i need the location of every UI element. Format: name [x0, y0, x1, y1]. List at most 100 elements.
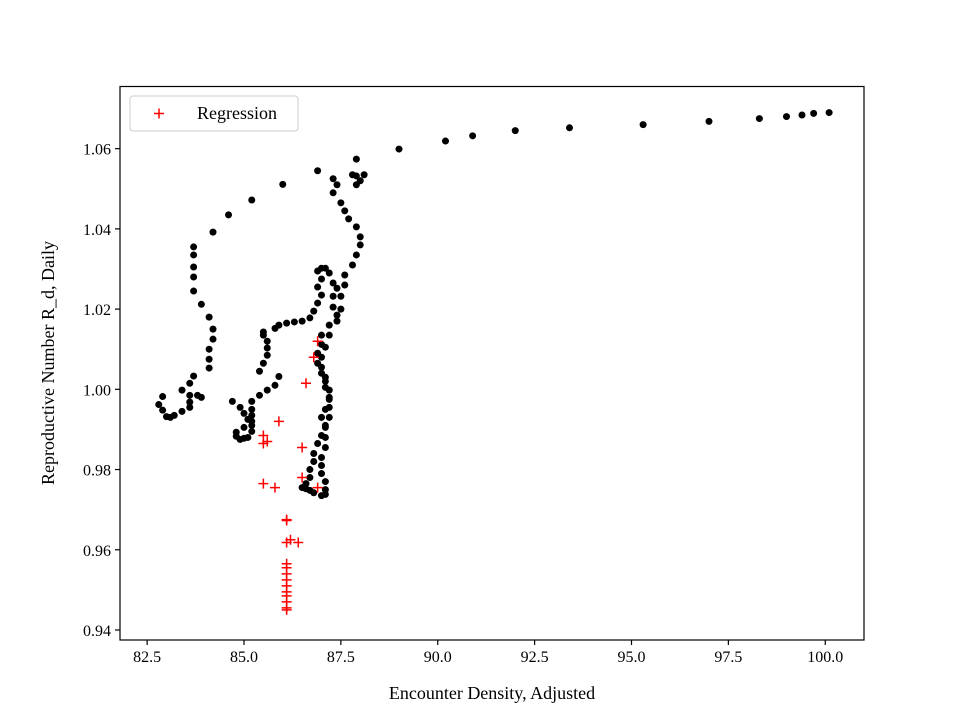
observed-point	[205, 364, 213, 372]
observed-point	[186, 391, 194, 399]
observed-point	[159, 393, 167, 401]
observed-point	[783, 113, 790, 121]
observed-point	[263, 337, 271, 345]
observed-point	[314, 167, 322, 175]
observed-point	[298, 317, 306, 325]
observed-point	[290, 318, 298, 326]
observed-point	[314, 299, 322, 307]
y-tick-label: 1.02	[83, 302, 111, 319]
observed-point	[163, 413, 170, 421]
observed-point	[325, 331, 333, 339]
y-tick-label: 1.04	[83, 222, 111, 239]
observed-point	[197, 300, 205, 308]
observed-point	[352, 155, 360, 163]
observed-point	[325, 269, 333, 277]
observed-point	[318, 462, 325, 470]
y-tick-label: 0.96	[83, 543, 111, 560]
observed-point	[248, 427, 256, 435]
observed-point	[321, 433, 329, 441]
observed-point	[329, 303, 337, 311]
observed-point	[256, 391, 263, 399]
regression-point	[273, 416, 284, 427]
axes-frame	[119, 85, 865, 641]
observed-point	[178, 386, 186, 394]
observed-point	[318, 291, 325, 299]
regression-point	[258, 478, 269, 489]
x-tick-label: 87.5	[327, 649, 355, 666]
observed-point	[356, 241, 364, 249]
regression-point	[308, 352, 319, 363]
observed-point	[337, 199, 345, 207]
observed-point	[236, 403, 244, 411]
observed-point	[279, 180, 287, 188]
x-axis-label: Encounter Density, Adjusted	[389, 683, 595, 703]
observed-point	[186, 379, 194, 387]
x-tick-label: 95.0	[618, 649, 646, 666]
y-axis-label: Reproductive Number R_d, Daily	[38, 241, 58, 485]
observed-point	[310, 449, 318, 457]
observed-point	[337, 305, 345, 313]
observed-point	[352, 223, 360, 231]
regression-point	[281, 537, 292, 548]
x-tick-label: 97.5	[714, 649, 742, 666]
observed-point	[159, 406, 167, 414]
observed-point	[810, 109, 818, 117]
x-axis: 82.5 85.0 87.5 90.0 92.5 95.0 97.5 100.0	[133, 640, 843, 666]
regression-point	[297, 472, 308, 483]
x-tick-label: 85.0	[230, 649, 258, 666]
observed-point	[310, 307, 318, 315]
observed-point	[190, 243, 198, 251]
observed-point	[333, 284, 341, 292]
observed-point	[318, 353, 325, 361]
observed-point	[705, 117, 713, 125]
observed-point	[205, 313, 213, 321]
observed-point	[263, 351, 271, 359]
regression-point	[293, 537, 304, 548]
y-tick-label: 1.00	[83, 382, 111, 399]
regression-point	[281, 604, 292, 615]
regression-point	[258, 438, 269, 449]
regression-point	[297, 442, 308, 453]
observed-point	[345, 215, 353, 223]
observed-point	[356, 233, 364, 241]
observed-point	[442, 137, 449, 145]
series-regression	[258, 336, 323, 615]
observed-point	[314, 283, 322, 291]
observed-point	[325, 413, 333, 421]
observed-point	[155, 401, 163, 409]
plot-area	[155, 109, 833, 615]
observed-point	[256, 367, 263, 375]
legend-label-regression: Regression	[197, 103, 277, 123]
observed-point	[639, 121, 647, 129]
observed-point	[325, 321, 333, 329]
observed-point	[341, 271, 349, 279]
y-tick-label: 1.06	[83, 142, 111, 159]
observed-point	[190, 273, 198, 281]
observed-point	[321, 343, 329, 351]
observed-point	[197, 393, 205, 401]
y-axis: 0.94 0.96 0.98 1.00 1.02 1.04 1.06	[83, 142, 120, 640]
observed-point	[825, 109, 833, 117]
observed-point	[341, 207, 349, 215]
observed-point	[318, 363, 325, 371]
legend-plus-marker	[154, 108, 164, 119]
legend: Regression	[129, 95, 299, 132]
observed-point	[186, 398, 194, 406]
observed-point	[248, 417, 256, 425]
observed-point	[329, 175, 337, 183]
x-tick-label: 82.5	[133, 649, 161, 666]
x-tick-label: 92.5	[521, 649, 549, 666]
observed-point	[352, 181, 360, 189]
regression-point	[301, 378, 311, 389]
observed-point	[314, 439, 322, 447]
observed-point	[240, 423, 248, 431]
regression-point	[270, 482, 280, 493]
observed-point	[275, 321, 283, 329]
observed-point	[325, 403, 333, 411]
observed-point	[228, 397, 236, 405]
observed-point	[190, 287, 198, 295]
observed-point	[310, 489, 318, 497]
observed-point	[225, 211, 232, 219]
observed-point	[395, 145, 403, 153]
